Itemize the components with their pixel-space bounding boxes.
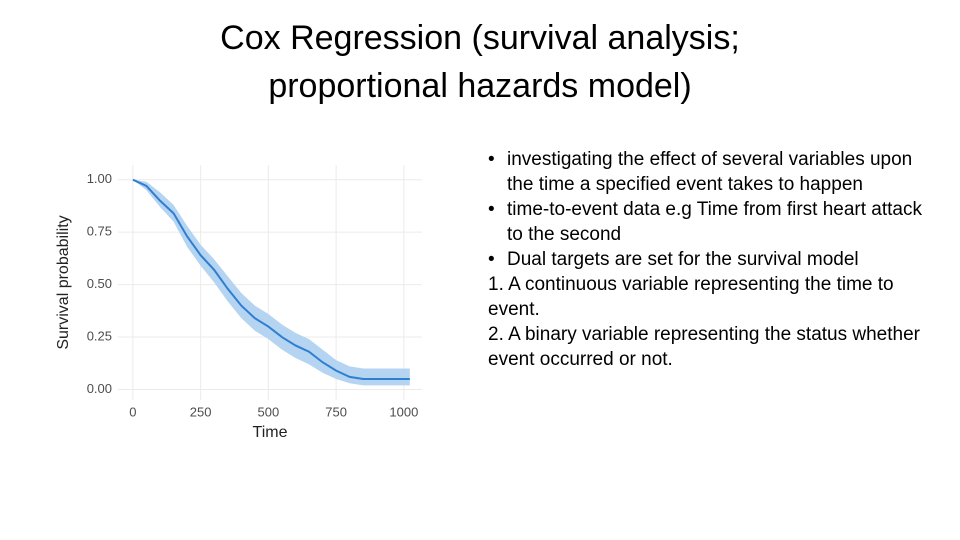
y-tick-label: 0.25: [87, 328, 112, 343]
text-list: investigating the effect of several vari…: [488, 147, 934, 372]
bullet-item: time-to-event data e.g Time from first h…: [488, 197, 934, 247]
x-tick-label: 1000: [389, 404, 418, 419]
confidence-band: [132, 179, 410, 386]
chart: 0.00 0.25 0.50 0.75 1.00 0 250 500 750 1000 Time Su…: [55, 165, 422, 441]
numbered-item: 2. A binary variable representing the st…: [488, 324, 920, 370]
x-tick-label: 500: [258, 404, 280, 419]
title-line: Cox Regression (survival analysis;: [220, 19, 740, 57]
title: Cox Regression (survival analysis; propo…: [0, 14, 960, 110]
title-line: proportional hazards model): [268, 67, 692, 105]
y-tick-label: 0.50: [87, 276, 112, 291]
bullet-item: investigating the effect of several vari…: [488, 147, 934, 197]
y-tick-label: 1.00: [87, 171, 112, 186]
x-tick-label: 250: [190, 404, 212, 419]
y-axis-label: Survival probability: [55, 215, 72, 349]
y-tick-label: 0.00: [87, 381, 112, 396]
x-tick-label: 750: [325, 404, 347, 419]
survival-line: [132, 178, 410, 381]
x-tick-label: 0: [129, 404, 136, 419]
x-axis-label: Time: [253, 424, 288, 441]
numbered-item: 1. A continuous variable representing th…: [488, 274, 894, 320]
y-tick-label: 0.75: [87, 224, 112, 239]
bullet-item: Dual targets are set for the survival mo…: [488, 247, 934, 272]
